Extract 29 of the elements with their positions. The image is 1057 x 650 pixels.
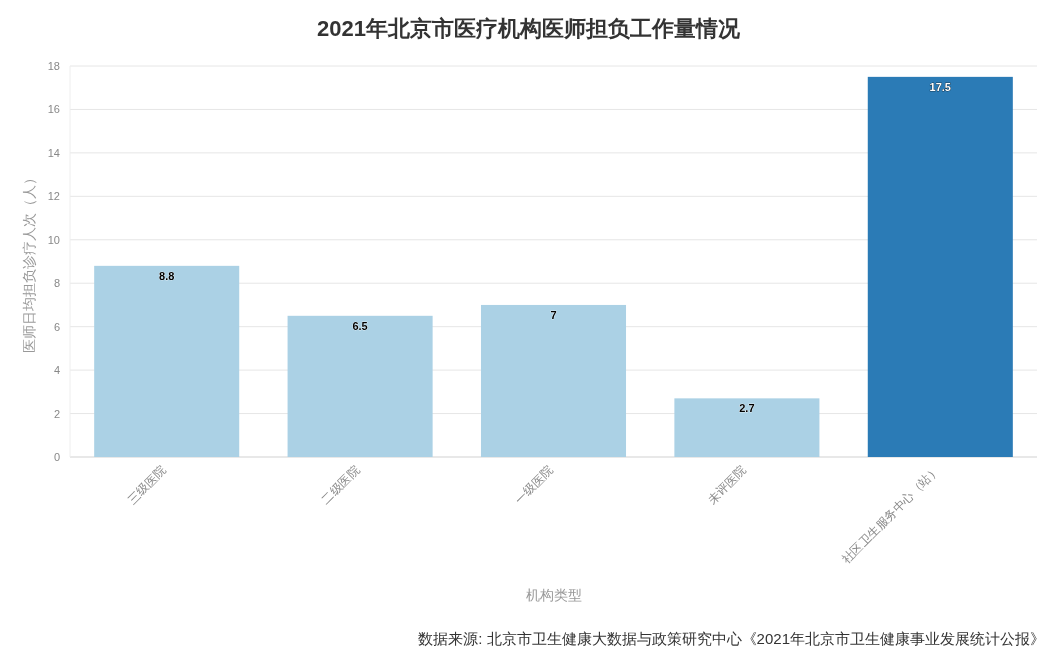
y-tick-label: 18	[47, 60, 60, 72]
y-tick-label: 6	[53, 320, 60, 333]
source-note: 数据来源: 北京市卫生健康大数据与政策研究中心《2021年北京市卫生健康事业发展统计公报》	[418, 630, 1045, 647]
x-tick-label: 一级医院	[511, 463, 556, 508]
y-tick-label: 8	[53, 277, 60, 290]
x-tick-label: 二级医院	[318, 463, 363, 508]
x-axis-title: 机构类型	[525, 587, 582, 603]
chart-title: 2021年北京市医疗机构医师担负工作量情况	[317, 16, 741, 41]
data-label: 17.5	[929, 80, 952, 93]
y-tick-label: 16	[47, 103, 60, 116]
x-tick-label: 三级医院	[124, 463, 169, 508]
y-tick-label: 4	[53, 364, 60, 377]
data-label: 7	[550, 308, 557, 321]
y-tick-label: 14	[47, 146, 60, 159]
data-label: 2.7	[739, 402, 755, 415]
x-tick-label: 社区卫生服务中心（站）	[839, 463, 943, 567]
data-label: 6.5	[352, 319, 368, 332]
y-tick-label: 0	[53, 451, 60, 463]
y-tick-label: 2	[53, 407, 60, 420]
y-axis-title: 医师日均担负诊疗人次（人）	[21, 170, 37, 353]
y-tick-label: 12	[47, 190, 60, 203]
bar	[674, 398, 820, 457]
bar	[94, 265, 240, 457]
x-tick-label: 未评医院	[705, 463, 750, 508]
bar	[867, 76, 1013, 457]
bar	[287, 315, 433, 457]
bar	[480, 304, 627, 457]
y-tick-label: 10	[47, 233, 60, 246]
data-label: 8.8	[159, 269, 175, 282]
